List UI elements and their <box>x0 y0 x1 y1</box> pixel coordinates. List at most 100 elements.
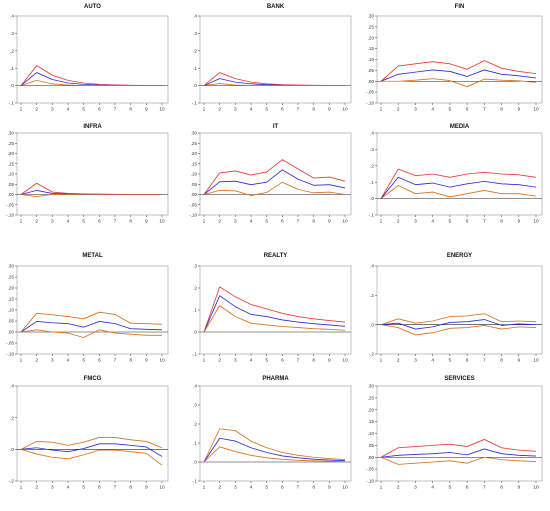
y-tick-label: .2 <box>370 163 374 168</box>
x-tick-label: 3 <box>414 107 417 113</box>
x-tick-label: 4 <box>431 107 434 113</box>
x-tick-label: 7 <box>114 107 117 113</box>
lower-band-line <box>20 448 163 466</box>
x-tick-label: 6 <box>98 219 101 225</box>
x-tick-label: 4 <box>431 219 434 225</box>
y-tick-label: .25 <box>191 141 198 146</box>
y-tick-label: .2 <box>193 48 197 53</box>
plot-frame <box>16 385 169 482</box>
x-tick-label: 7 <box>483 219 486 225</box>
x-tick-label: 10 <box>159 358 165 364</box>
x-tick-label: 1 <box>20 485 23 491</box>
x-tick-label: 8 <box>500 219 503 225</box>
x-tick-label: 5 <box>265 485 268 491</box>
y-tick-label: .3 <box>193 31 197 36</box>
x-tick-label: 2 <box>35 219 38 225</box>
y-tick-label: .4 <box>10 14 14 19</box>
x-tick-label: 2 <box>35 107 38 113</box>
y-tick-label: .30 <box>8 131 15 136</box>
x-tick-label: 9 <box>517 485 520 491</box>
x-tick-label: 8 <box>500 358 503 364</box>
x-tick-label: 1 <box>203 358 206 364</box>
x-tick-label: 8 <box>500 107 503 113</box>
x-tick-label: 5 <box>265 358 268 364</box>
x-tick-label: 6 <box>466 219 469 225</box>
panel-pharma: PHARMA .4 .3 .2 .1 .0 -.1 1 2 3 4 5 6 7 8 9 10 <box>192 376 352 491</box>
panel-title: FMCG <box>84 376 102 382</box>
y-tick-label: .0 <box>193 330 197 335</box>
y-tick-label: .10 <box>368 431 375 436</box>
x-tick-label: 8 <box>312 219 315 225</box>
lower-band-line <box>203 446 346 463</box>
x-tick-label: 4 <box>431 358 434 364</box>
x-tick-label: 10 <box>159 107 165 113</box>
x-tick-label: 5 <box>82 107 85 113</box>
lower-band-line <box>20 194 162 197</box>
x-tick-label: 9 <box>328 358 331 364</box>
y-tick-label: .30 <box>368 14 375 19</box>
x-tick-label: 2 <box>218 219 221 225</box>
x-tick-label: 10 <box>342 358 348 364</box>
y-tick-label: .25 <box>368 395 375 400</box>
y-tick-label: .30 <box>8 264 15 269</box>
panel-realty: REALTY .3 .2 .1 .0 -.1 1 2 3 4 5 6 7 8 9 10 <box>192 253 352 364</box>
x-tick-label: 6 <box>98 358 101 364</box>
y-tick-label: -.10 <box>6 213 14 218</box>
y-tick-label: .2 <box>370 293 374 298</box>
x-tick-label: 5 <box>449 358 452 364</box>
y-tick-label: .1 <box>193 441 197 446</box>
x-tick-label: 3 <box>414 219 417 225</box>
x-tick-label: 6 <box>281 219 284 225</box>
y-tick-label: .3 <box>370 147 374 152</box>
x-tick-label: 4 <box>67 219 70 225</box>
response-line <box>20 321 163 333</box>
panel-title: FIN <box>455 4 465 10</box>
x-tick-label: 10 <box>342 485 348 491</box>
panel-media: MEDIA .4 .3 .2 .1 .0 -.1 1 2 3 4 5 6 7 8 9 10 <box>369 124 543 225</box>
upper-band-line <box>380 313 537 326</box>
y-tick-label: .2 <box>193 422 197 427</box>
y-tick-label: .10 <box>368 57 375 62</box>
y-tick-label: .15 <box>191 161 198 166</box>
x-tick-label: 4 <box>67 107 70 113</box>
x-tick-label: 7 <box>297 358 300 364</box>
x-tick-label: 4 <box>250 358 253 364</box>
x-tick-label: 10 <box>342 219 348 225</box>
y-tick-label: .00 <box>368 455 375 460</box>
x-tick-label: 8 <box>129 219 132 225</box>
y-tick-label: .05 <box>8 319 15 324</box>
response-line <box>380 69 537 82</box>
x-tick-label: 2 <box>218 107 221 113</box>
y-tick-label: .0 <box>10 447 14 452</box>
response-line <box>380 319 537 330</box>
x-tick-label: 3 <box>234 219 237 225</box>
y-tick-label: .00 <box>8 330 15 335</box>
panel-title: SERVICES <box>444 376 474 382</box>
x-tick-label: 10 <box>342 107 348 113</box>
x-tick-label: 5 <box>265 219 268 225</box>
lower-band-line <box>380 456 537 465</box>
y-tick-label: -.1 <box>192 101 198 106</box>
y-tick-label: .05 <box>368 443 375 448</box>
y-tick-label: .1 <box>193 308 197 313</box>
x-tick-label: 6 <box>466 107 469 113</box>
panel-fmcg: FMCG .4 .2 .0 -.2 1 2 3 4 5 6 7 8 9 10 <box>9 376 169 491</box>
x-tick-label: 7 <box>483 485 486 491</box>
x-tick-label: 10 <box>159 219 165 225</box>
y-tick-label: .15 <box>8 297 15 302</box>
response-line <box>380 176 537 199</box>
plot-frame <box>16 265 169 355</box>
x-tick-label: 2 <box>397 107 400 113</box>
lower-band-line <box>20 79 162 87</box>
panel-auto: AUTO .4 .3 .2 .1 .0 -.1 1 2 3 4 5 6 7 8 9 10 <box>9 4 169 113</box>
plot-frame <box>376 132 543 216</box>
x-tick-label: 5 <box>449 219 452 225</box>
x-tick-label: 4 <box>250 219 253 225</box>
upper-band-line <box>20 437 163 450</box>
x-tick-label: 8 <box>129 485 132 491</box>
panel-title: INFRA <box>83 124 102 130</box>
x-tick-label: 1 <box>203 485 206 491</box>
x-tick-label: 5 <box>82 358 85 364</box>
y-tick-label: -.05 <box>6 341 14 346</box>
x-tick-label: 1 <box>20 219 23 225</box>
